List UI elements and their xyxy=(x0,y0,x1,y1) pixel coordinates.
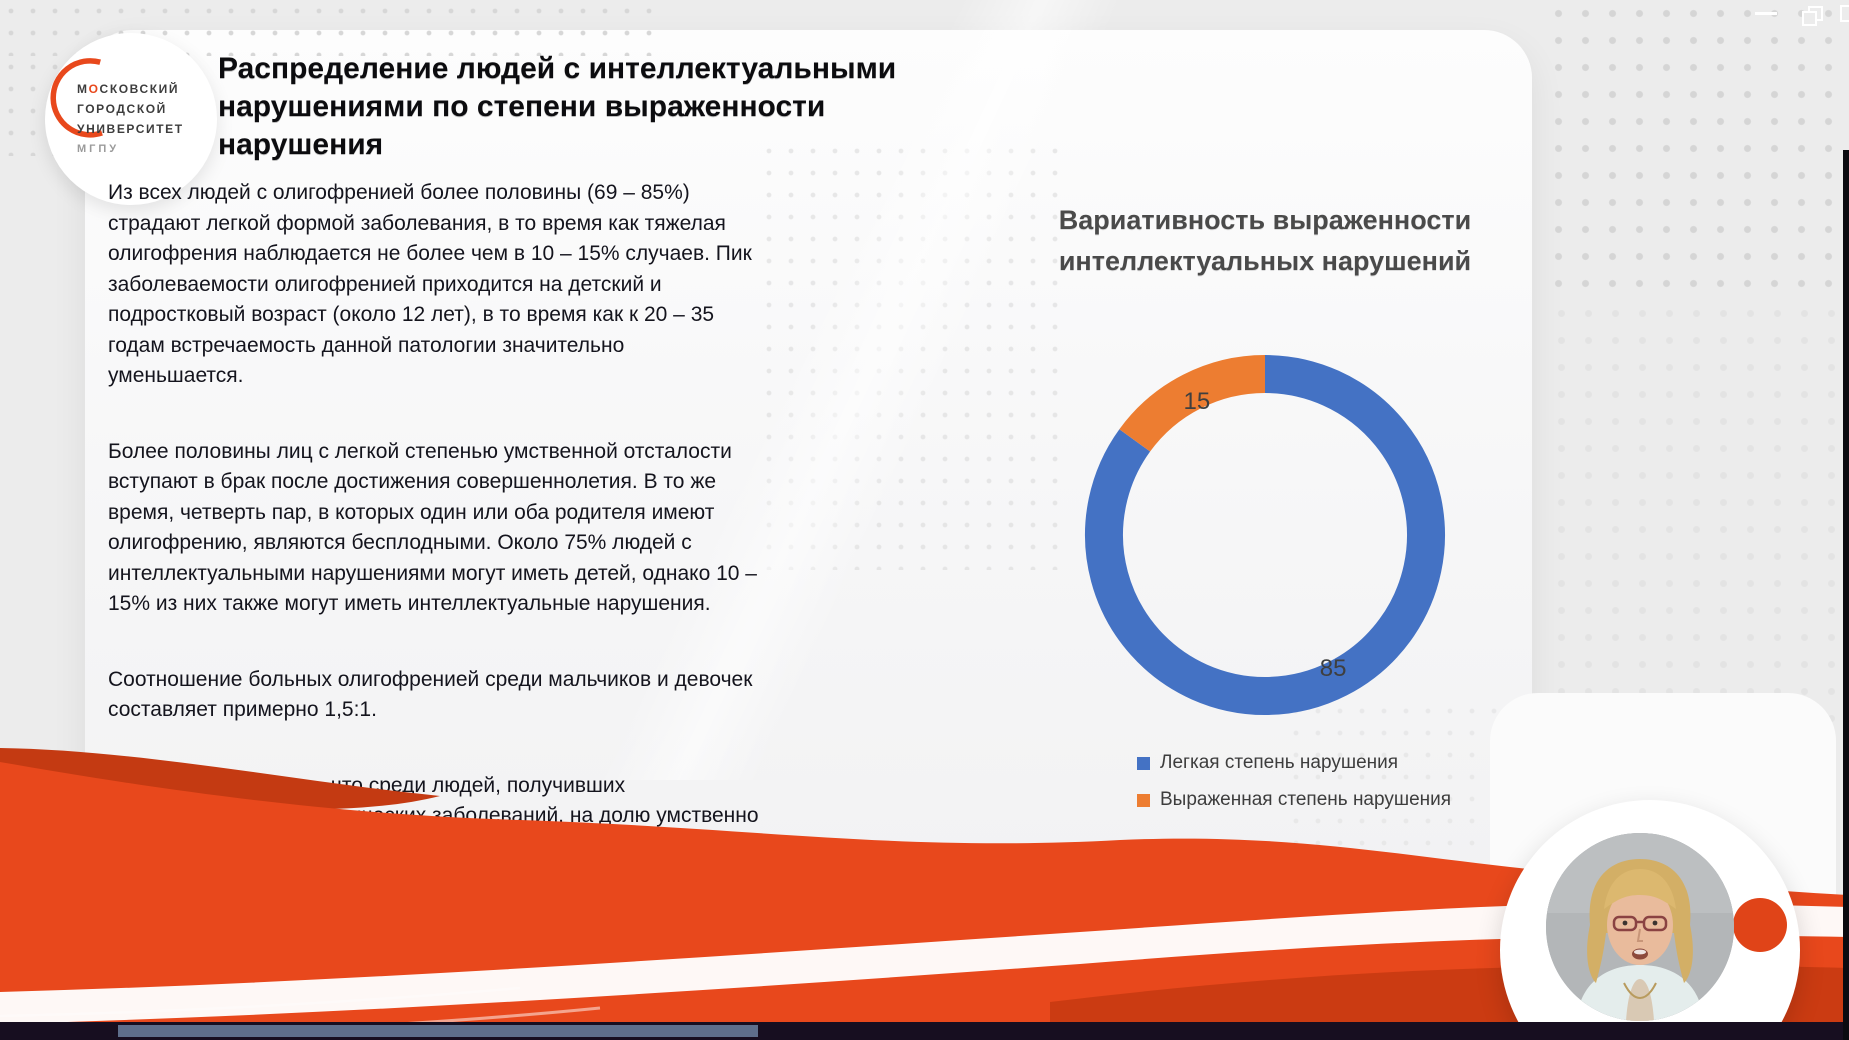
legend-label-1: Выраженная степень нарушения xyxy=(1160,789,1452,810)
paragraph-1: Из всех людей с олигофренией более полов… xyxy=(108,181,752,387)
presenter-avatar xyxy=(1546,833,1734,1021)
donut-data-label-0: 85 xyxy=(1320,655,1347,682)
legend-swatch-0 xyxy=(1137,756,1150,770)
chart-title-line-1: Вариативность выраженности xyxy=(1058,205,1472,235)
webcam-video xyxy=(1546,833,1734,1021)
slide-title-line-3: нарушения xyxy=(218,128,384,161)
minimize-icon[interactable] xyxy=(1755,12,1777,15)
restore-down-icon[interactable] xyxy=(1802,6,1823,26)
slide-title-line-1: Распределение людей с интеллектуальными xyxy=(218,52,897,85)
legend-item-0: Легкая степень нарушения xyxy=(1137,752,1451,774)
logo-red-o: О xyxy=(88,82,100,96)
chart-legend: Легкая степень нарушения Выраженная степе… xyxy=(1137,752,1451,811)
window-right-edge xyxy=(1843,150,1849,1040)
chart-title: Вариативность выраженности интеллектуаль… xyxy=(1000,200,1530,282)
logo-line-4: МГПУ xyxy=(77,143,120,155)
donut-chart: 85 15 xyxy=(1065,335,1465,735)
white-wave-line-2 xyxy=(0,986,521,1018)
donut-data-label-1: 15 xyxy=(1184,388,1211,415)
slide-title: Распределение людей с интеллектуальными … xyxy=(218,50,998,164)
close-icon[interactable] xyxy=(1840,5,1849,22)
red-dot-decoration xyxy=(1733,898,1787,952)
donut-slice-0 xyxy=(1085,355,1445,715)
dot-pattern-top-right xyxy=(1545,0,1849,290)
logo-arc-icon xyxy=(50,58,103,138)
logo-text: МОСКОВСКИЙ ГОРОДСКОЙ УНИВЕРСИТЕТ МГПУ xyxy=(77,79,184,159)
logo-line-2: ГОРОДСКОЙ xyxy=(77,102,167,116)
donut-slice-1 xyxy=(1119,355,1266,452)
chart-title-line-2: интеллектуальных нарушений xyxy=(1058,246,1472,276)
red-wave-band xyxy=(0,748,1849,1040)
white-swoosh xyxy=(0,902,1849,1024)
restore-front-square xyxy=(1802,11,1817,26)
red-wave-main xyxy=(0,762,1849,1040)
paragraph-2: Более половины лиц с легкой степенью умс… xyxy=(108,439,757,616)
slide-title-line-2: нарушениями по степени выраженности xyxy=(218,90,826,123)
university-logo: МОСКОВСКИЙ ГОРОДСКОЙ УНИВЕРСИТЕТ МГПУ xyxy=(45,33,217,205)
paragraph-3: Соотношение больных олигофренией среди м… xyxy=(108,667,753,722)
legend-item-1: Выраженная степень нарушения xyxy=(1137,789,1451,811)
legend-swatch-1 xyxy=(1137,793,1150,807)
logo-line-3: УНИВЕРСИТЕТ xyxy=(77,122,184,136)
logo-line-1: МОСКОВСКИЙ xyxy=(77,82,180,96)
legend-label-0: Легкая степень нарушения xyxy=(1160,752,1399,773)
player-progress-bar[interactable] xyxy=(118,1025,758,1037)
